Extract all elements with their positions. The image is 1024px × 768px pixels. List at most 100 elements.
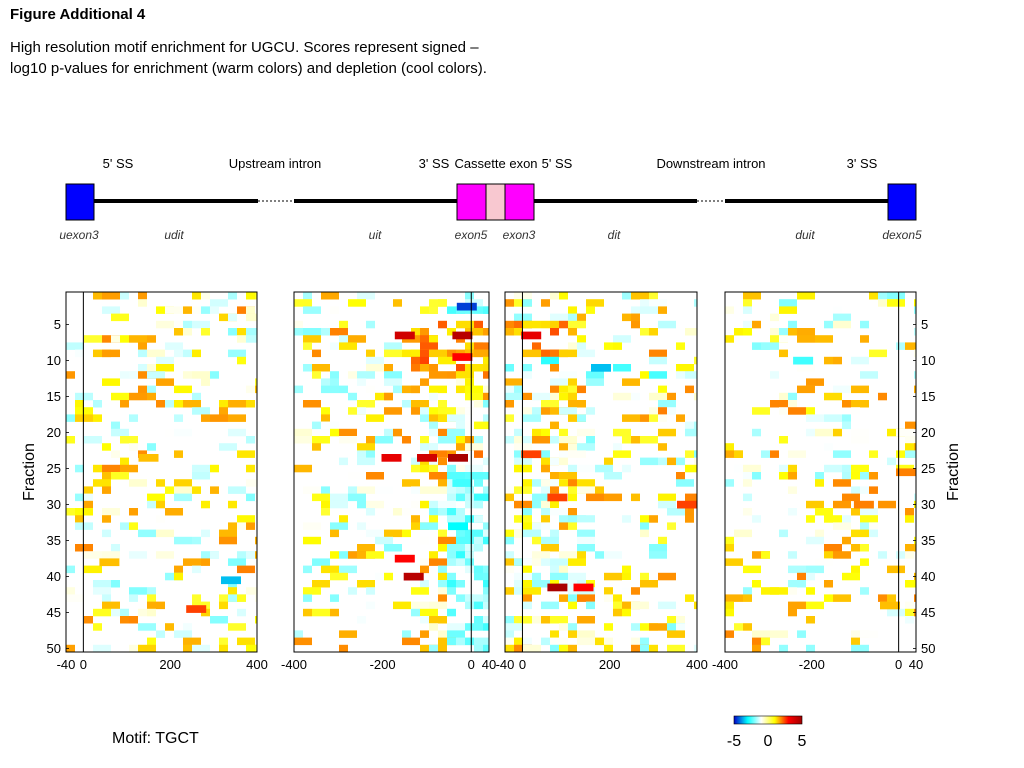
heatmap-cell: [129, 479, 147, 487]
heatmap-cell: [559, 349, 577, 358]
heatmap-cell: [174, 328, 183, 336]
heatmap-cell: [474, 479, 483, 487]
heatmap-cell: [604, 623, 613, 631]
heatmap-cell: [246, 313, 257, 322]
heatmap-cell: [183, 371, 192, 379]
heatmap-cell: [483, 472, 489, 480]
heatmap-cell: [438, 486, 447, 494]
x-tick-label: 0: [80, 657, 87, 672]
heatmap-cell: [577, 529, 595, 538]
heatmap-cell: [456, 436, 465, 444]
motif-label: Motif: TGCT: [112, 730, 199, 747]
heatmap-cell: [824, 392, 842, 401]
heatmap-cell: [770, 450, 779, 458]
heatmap-cell: [447, 414, 465, 422]
heatmap-cell: [779, 436, 788, 444]
heatmap-cell: [869, 292, 878, 300]
heatmap-cell: [120, 436, 138, 444]
heatmap-cell: [474, 320, 483, 329]
heatmap-cell: [84, 436, 102, 444]
heatmap-cell: [429, 464, 438, 473]
heatmap-cell: [905, 508, 916, 516]
heatmap-cell: [631, 637, 640, 646]
heatmap-cell: [66, 436, 75, 444]
heatmap-cell: [192, 472, 210, 480]
heatmap-cell: [577, 637, 595, 646]
heatmap-cell: [779, 335, 788, 343]
heatmap-cell: [577, 342, 586, 350]
heatmap-cell: [514, 428, 523, 437]
heatmap-cell: [420, 580, 429, 588]
heatmap-cell: [851, 486, 860, 494]
heatmap-cell: [550, 421, 559, 430]
heatmap-cell: [411, 587, 429, 595]
heatmap-cell: [658, 601, 676, 610]
heatmap-cell: [658, 400, 676, 408]
heatmap-cell: [550, 500, 559, 509]
heatmap-cell: [219, 601, 228, 610]
heatmap-cell: [649, 551, 667, 559]
heatmap-cell: [523, 565, 532, 574]
heatmap-cell: [66, 342, 84, 350]
heatmap-cell: [622, 414, 640, 422]
heatmap-cell: [255, 493, 257, 502]
y-tick-label: 25: [921, 461, 935, 476]
heatmap-cell: [201, 529, 210, 538]
heatmap-cell: [174, 349, 183, 358]
heatmap-cell: [111, 428, 129, 437]
heatmap-cell: [156, 551, 174, 559]
heatmap-cell: [577, 464, 595, 473]
heatmap-hot-cell: [138, 454, 159, 462]
heatmap-cell: [725, 630, 734, 638]
heatmap-hot-cell: [793, 356, 814, 365]
heatmap-cell: [438, 457, 447, 466]
heatmap-cell: [824, 443, 833, 451]
heatmap-cell: [294, 630, 303, 638]
heatmap-cell: [192, 594, 201, 602]
heatmap-cell: [312, 371, 321, 379]
heatmap-cell: [743, 493, 752, 502]
heatmap-cell: [685, 421, 694, 430]
heatmap-cell: [183, 328, 192, 336]
heatmap-cell: [694, 601, 697, 610]
heatmap-cell: [165, 428, 174, 437]
heatmap-cell: [483, 392, 489, 401]
heatmap-cell: [219, 644, 228, 653]
heatmap-cell: [532, 580, 550, 588]
heatmap-cell: [366, 587, 375, 595]
heatmap-cell: [483, 457, 489, 466]
heatmap-cell: [237, 608, 246, 617]
heatmap-cell: [237, 335, 246, 343]
heatmap-cell: [66, 587, 75, 595]
heatmap-cell: [860, 508, 878, 516]
heatmap-cell: [411, 400, 429, 408]
heatmap-cell: [138, 529, 156, 538]
heatmap-cell: [815, 529, 824, 538]
x-tick-label: 400: [246, 657, 268, 672]
heatmap-cell: [246, 436, 255, 444]
heatmap-cell: [685, 464, 697, 473]
heatmap-cell: [174, 536, 192, 545]
y-tick-label: 40: [921, 569, 935, 584]
heatmap-cell: [411, 515, 420, 523]
heatmap-cell: [779, 392, 788, 401]
heatmap-cell: [613, 392, 631, 401]
heatmap-cell: [631, 313, 640, 322]
heatmap-cell: [192, 536, 201, 545]
heatmap-cell: [869, 450, 878, 458]
heatmap-cell: [833, 479, 851, 487]
heatmap-cell: [375, 436, 393, 444]
heatmap-cell: [321, 385, 339, 394]
heatmap-cell: [93, 479, 111, 487]
heatmap-cell: [649, 392, 667, 401]
heatmap-cell: [869, 529, 878, 538]
heatmap-cell: [550, 637, 568, 646]
heatmap-cell: [586, 407, 595, 415]
heatmap-cell: [649, 292, 658, 300]
heatmap-cell: [860, 486, 869, 494]
heatmap-cell: [93, 292, 102, 300]
heatmap-cell: [779, 299, 797, 307]
heatmap-cell: [622, 587, 631, 595]
heatmap-cell: [725, 594, 743, 602]
colorbar: -5 0 5: [727, 715, 807, 750]
